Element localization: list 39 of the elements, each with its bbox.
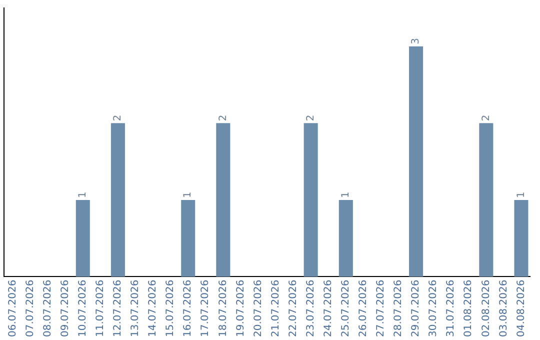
x-tick-label: 30.07.2026 bbox=[428, 280, 440, 338]
x-tick-label: 07.07.2026 bbox=[24, 280, 36, 338]
x-tick-label: 31.07.2026 bbox=[446, 280, 457, 338]
x-tick-label: 29.07.2026 bbox=[410, 280, 422, 338]
data-label: 3 bbox=[410, 38, 422, 44]
x-tick-label: 12.07.2026 bbox=[112, 280, 124, 338]
data-label: 2 bbox=[480, 114, 492, 122]
x-tick-label: 23.07.2026 bbox=[305, 280, 316, 338]
data-label: 2 bbox=[305, 114, 316, 122]
x-tick-label: 13.07.2026 bbox=[130, 280, 142, 338]
x-tick-label: 08.07.2026 bbox=[42, 280, 54, 338]
x-tick-label: 27.07.2026 bbox=[376, 280, 387, 338]
x-tick-label: 16.07.2026 bbox=[182, 280, 194, 338]
x-tick-label: 28.07.2026 bbox=[393, 280, 404, 338]
x-tick-label: 21.07.2026 bbox=[270, 280, 282, 338]
x-tick-label: 03.08.2026 bbox=[498, 280, 510, 338]
x-tick-label: 18.07.2026 bbox=[218, 280, 229, 338]
x-tick-label: 10.07.2026 bbox=[77, 280, 88, 338]
x-tick-label: 04.08.2026 bbox=[516, 280, 527, 338]
x-tick-label: 02.08.2026 bbox=[480, 280, 492, 338]
data-label: 1 bbox=[182, 192, 194, 198]
x-tick-label: 11.07.2026 bbox=[95, 280, 106, 338]
x-tick-label: 19.07.2026 bbox=[235, 280, 246, 338]
x-tick-label: 06.07.2026 bbox=[7, 280, 18, 338]
x-tick-label: 20.07.2026 bbox=[252, 280, 264, 338]
x-tick-label: 01.08.2026 bbox=[463, 280, 474, 338]
data-label: 1 bbox=[340, 192, 352, 198]
x-tick-label: 26.07.2026 bbox=[358, 280, 370, 338]
x-tick-label: 25.07.2026 bbox=[340, 280, 352, 338]
data-label: 2 bbox=[218, 114, 229, 122]
x-tick-label: 22.07.2026 bbox=[288, 280, 299, 338]
x-tick-label: 17.07.2026 bbox=[200, 280, 212, 338]
x-tick-label: 09.07.2026 bbox=[60, 280, 71, 338]
x-tick-label: 14.07.2026 bbox=[148, 280, 159, 338]
data-label: 2 bbox=[112, 114, 124, 122]
data-label: 1 bbox=[77, 192, 88, 198]
x-tick-label: 15.07.2026 bbox=[165, 280, 176, 338]
data-label: 1 bbox=[516, 192, 527, 198]
x-tick-label: 24.07.2026 bbox=[322, 280, 334, 338]
